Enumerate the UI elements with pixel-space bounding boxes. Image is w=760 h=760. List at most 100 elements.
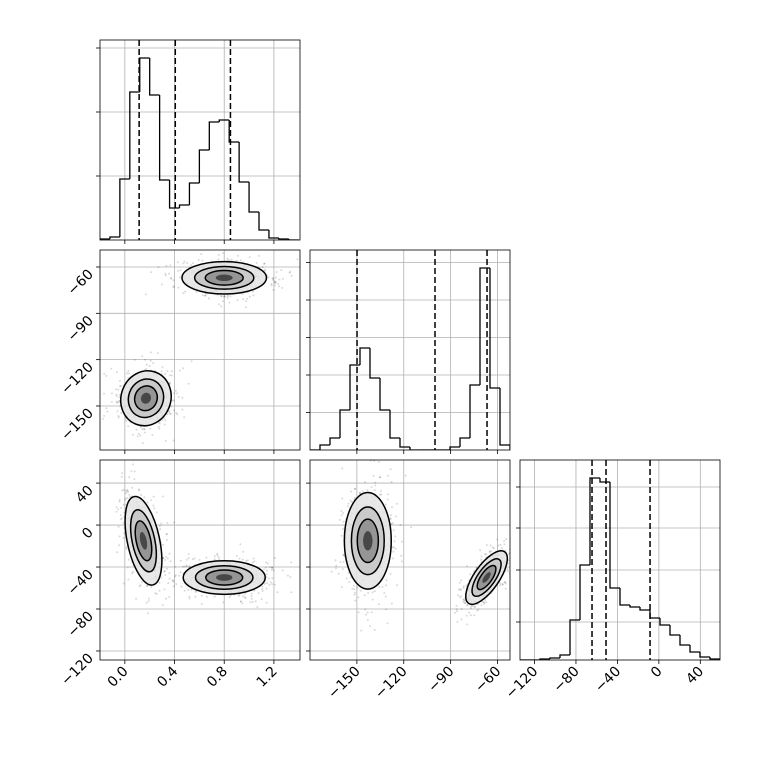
point — [116, 410, 119, 413]
point — [499, 543, 502, 546]
hist-step — [479, 267, 490, 385]
point — [480, 604, 483, 606]
point — [272, 289, 275, 291]
hist-step — [208, 121, 220, 150]
hist-step — [489, 268, 500, 389]
point — [462, 586, 465, 589]
point — [230, 258, 233, 261]
point — [261, 266, 264, 269]
point — [118, 498, 121, 501]
point — [130, 470, 133, 473]
point — [139, 434, 142, 437]
point — [503, 540, 506, 542]
point — [222, 252, 225, 255]
point — [194, 595, 197, 598]
point — [157, 425, 160, 428]
point — [244, 597, 247, 600]
point — [146, 584, 149, 587]
point — [176, 392, 179, 395]
point — [150, 586, 153, 588]
point — [340, 586, 343, 589]
point — [152, 362, 155, 365]
point — [111, 392, 113, 395]
point — [131, 486, 134, 489]
x-tick-label: −80 — [551, 664, 583, 696]
point — [456, 610, 459, 613]
point — [242, 550, 245, 553]
point — [272, 277, 275, 280]
point — [203, 294, 206, 297]
point — [178, 574, 180, 577]
point — [349, 576, 352, 579]
point — [164, 558, 167, 561]
point — [126, 489, 129, 492]
point — [341, 467, 344, 470]
point — [120, 475, 123, 478]
point — [181, 396, 184, 399]
point — [201, 259, 204, 262]
point — [253, 589, 256, 592]
point — [372, 474, 375, 477]
point — [250, 597, 253, 600]
point — [361, 490, 364, 493]
point — [132, 433, 135, 436]
hist-step — [129, 91, 140, 179]
point — [490, 550, 493, 553]
point — [512, 542, 514, 544]
point — [508, 552, 510, 555]
point — [169, 560, 172, 563]
point — [354, 487, 357, 490]
point — [286, 574, 289, 577]
point — [162, 557, 165, 559]
point — [401, 540, 404, 543]
point — [205, 556, 208, 559]
point — [270, 283, 273, 285]
point — [166, 413, 169, 416]
x-tick-label: −90 — [425, 664, 457, 696]
point — [237, 594, 240, 597]
point — [152, 495, 155, 498]
point — [280, 269, 283, 272]
point — [465, 604, 468, 607]
point — [271, 566, 273, 569]
point — [340, 514, 343, 517]
point — [458, 581, 461, 584]
y-tick-label: −80 — [65, 609, 97, 641]
point — [260, 598, 263, 601]
point — [353, 588, 356, 591]
point — [469, 573, 472, 576]
point — [238, 557, 241, 560]
point — [168, 577, 171, 580]
point — [170, 277, 173, 280]
point — [130, 453, 132, 455]
point — [170, 374, 173, 377]
point — [173, 285, 175, 288]
point — [359, 589, 362, 592]
point — [235, 555, 238, 557]
point — [264, 268, 267, 271]
point — [143, 496, 146, 499]
hist-step — [100, 238, 110, 240]
point — [195, 290, 198, 293]
point — [456, 620, 459, 623]
point — [392, 529, 395, 532]
point — [274, 281, 277, 284]
point — [187, 589, 190, 591]
point — [278, 285, 281, 288]
point — [129, 495, 131, 498]
point — [195, 590, 198, 593]
point — [154, 592, 157, 595]
point — [190, 264, 193, 267]
point — [462, 598, 465, 601]
point — [131, 463, 134, 466]
point — [373, 590, 376, 593]
point — [261, 585, 264, 588]
frame — [99, 249, 301, 451]
point — [106, 410, 109, 413]
point — [135, 597, 138, 600]
point — [174, 565, 177, 568]
point — [353, 593, 356, 596]
point — [303, 579, 305, 581]
point — [241, 558, 244, 561]
point — [517, 549, 519, 551]
